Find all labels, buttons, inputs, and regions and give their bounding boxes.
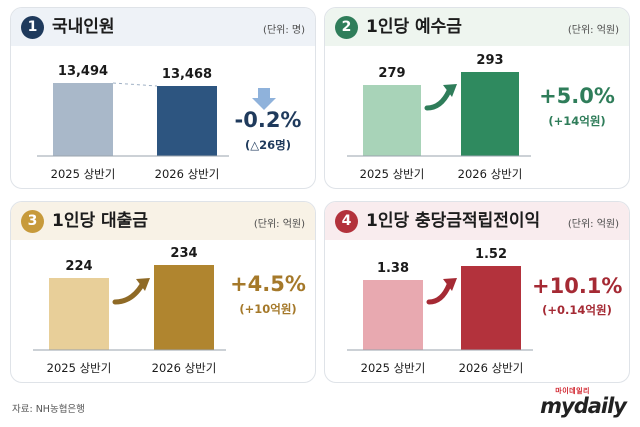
panel-pre-provision-profit-per-person: 4 1인당 충당금적립전이익 (단위: 억원) 1.38 2025 상반기 1.52… [324,201,630,383]
panel-header: 2 1인당 예수금 (단위: 억원) [325,8,629,46]
bar-chart: 1.38 2025 상반기 1.52 2026 상반기 [347,247,533,375]
change-amount: (+0.14억원) [542,303,612,317]
bar [363,280,423,350]
panel-title: 1인당 충당금적립전이익 [366,211,541,231]
change-percent: +5.0% [539,84,615,108]
source-note: 자료: NH농협은행 [12,404,85,415]
bar [53,83,113,156]
panel-number-badge: 2 [335,16,358,39]
arrow-shaft [426,282,452,305]
logo-korean-text: 마이데일리 [555,387,590,395]
panel-title: 1인당 대출금 [52,211,148,231]
category-label: 2025 상반기 [51,167,116,181]
bar-value-label: 1.52 [475,247,507,262]
arrow-head [443,84,457,97]
bar [49,278,109,350]
panel-title: 1인당 예수금 [366,17,462,37]
panel-title: 국내인원 [52,17,115,37]
panel-number-badge: 4 [335,210,358,233]
bar-value-label: 13,468 [162,67,212,82]
bar-chart: 279 2025 상반기 293 2026 상반기 [347,53,531,181]
bar-value-label: 293 [476,53,503,68]
bar-value-label: 224 [65,259,92,274]
category-label: 2025 상반기 [360,167,425,181]
bar-value-label: 1.38 [377,261,409,276]
panel-deposits-per-person: 2 1인당 예수금 (단위: 억원) 279 2025 상반기 293 2026 상반… [324,7,630,189]
bar [157,86,217,156]
up-arrow-icon [424,84,457,111]
change-percent: -0.2% [234,108,302,132]
bar-value-label: 279 [378,66,405,81]
category-label: 2025 상반기 [47,361,112,375]
panel-header: 1 국내인원 (단위: 명) [11,8,315,46]
arrow-head [136,278,150,291]
bar-chart: 224 2025 상반기 234 2026 상반기 [33,246,226,375]
unit-label: (단위: 억원) [253,219,305,230]
change-percent: +4.5% [230,272,306,296]
panel-loans-per-person: 3 1인당 대출금 (단위: 억원) 224 2025 상반기 234 2026 상반… [10,201,316,383]
bar [461,72,519,156]
up-arrow-icon [112,278,150,305]
category-label: 2026 상반기 [155,167,220,181]
down-arrow-icon [252,88,276,110]
category-label: 2026 상반기 [458,167,523,181]
panel-domestic-staff: 1 국내인원 (단위: 명) 13,494 2025 상반기 13,468 2026 … [10,7,316,189]
logo-wordmark: mydaily [540,394,627,418]
arrow-head [443,278,457,291]
panel-header: 4 1인당 충당금적립전이익 (단위: 억원) [325,202,629,240]
panel-number-badge: 3 [21,210,44,233]
change-amount: (+14억원) [548,114,606,128]
panel-header: 3 1인당 대출금 (단위: 억원) [11,202,315,240]
arrow-shaft [424,88,452,111]
category-label: 2025 상반기 [361,361,426,375]
change-amount: (△26명) [245,138,291,152]
panel-number-badge: 1 [21,16,44,39]
bar [461,266,521,350]
unit-label: (단위: 억원) [567,219,619,230]
up-arrow-icon [426,278,457,305]
change-amount: (+10억원) [239,302,297,316]
change-percent: +10.1% [532,274,623,298]
arrow-shaft [112,282,145,305]
category-label: 2026 상반기 [152,361,217,375]
trend-dash-line [112,82,158,87]
bar [154,265,214,350]
bar-value-label: 234 [170,246,197,261]
bar [363,85,421,156]
arrow-shaft [258,88,270,98]
category-label: 2026 상반기 [459,361,524,375]
arrow-head [252,98,276,110]
bar-value-label: 13,494 [58,64,108,79]
bar-chart: 13,494 2025 상반기 13,468 2026 상반기 [37,64,276,181]
mydaily-logo: 마이데일리 mydaily [506,386,627,420]
unit-label: (단위: 명) [263,25,305,36]
unit-label: (단위: 억원) [567,25,619,36]
